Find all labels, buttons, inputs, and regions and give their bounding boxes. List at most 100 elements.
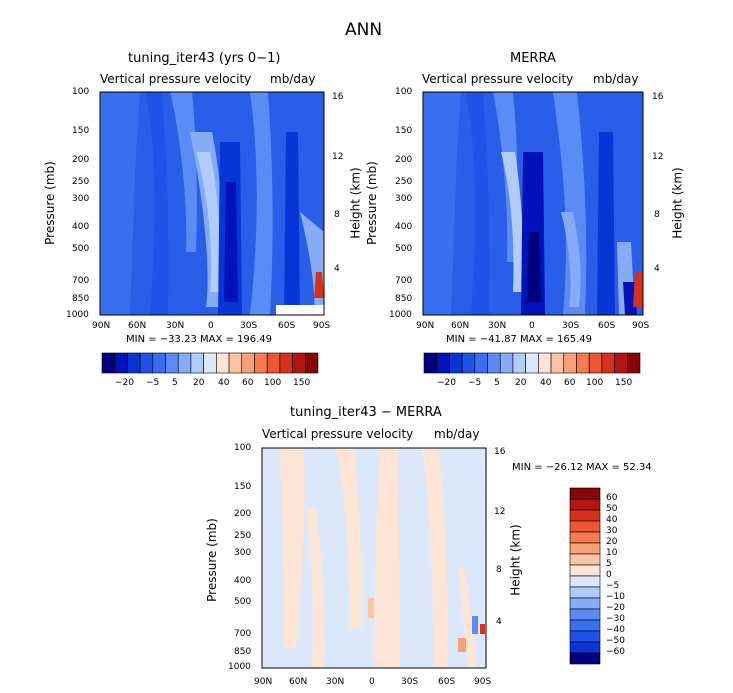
panel1-title: tuning_iter43 (yrs 0−1) [128, 51, 281, 66]
panel3-colorbar-label: −5 [606, 581, 620, 591]
colorbar-swatch [569, 564, 601, 577]
colorbar-swatch [279, 352, 293, 374]
panel2-colorbar-label: 20 [515, 378, 527, 388]
panel2-ytick: 400 [395, 222, 413, 232]
colorbar-swatch [525, 352, 539, 374]
panel2-ytick: 150 [395, 126, 413, 136]
colorbar-swatch [114, 352, 128, 374]
panel2-ytick: 200 [395, 155, 413, 165]
colorbar-swatch [474, 352, 488, 374]
colorbar-swatch [512, 352, 526, 374]
colorbar-swatch [487, 352, 501, 374]
panel1-colorbar-label: 5 [172, 378, 178, 388]
panel3-colorbar-label: 50 [606, 504, 618, 514]
panel3-ytick: 850 [234, 647, 252, 657]
panel1-ytick: 300 [72, 194, 90, 204]
panel1-xtick: 30S [240, 321, 258, 331]
panel2-xtick: 60N [451, 321, 470, 331]
panel2-xtick: 30S [562, 321, 580, 331]
colorbar-swatch [499, 352, 514, 374]
panel2-field [422, 91, 644, 316]
panel2-stats: MIN = −41.87 MAX = 165.49 [446, 334, 593, 345]
panel3-ytick: 200 [234, 509, 252, 519]
colorbar-swatch [241, 352, 255, 374]
colorbar-swatch [165, 352, 179, 374]
panel3-xtick: 90N [254, 677, 273, 687]
panel3-colorbar-label: −30 [606, 614, 625, 624]
panel3-subtitle-left: Vertical pressure velocity [262, 427, 414, 441]
panel1-ytick: 200 [72, 155, 90, 165]
panel2-ytick: 500 [395, 244, 413, 254]
panel3-xtick: 60S [438, 677, 456, 687]
panel1-colorbar-label: 150 [293, 378, 311, 388]
panel2-colorbar-label: 60 [564, 378, 576, 388]
panel3-colorbar [569, 487, 601, 665]
panel2-ytick-right: 8 [654, 210, 660, 220]
panel2-ytick: 250 [395, 177, 413, 187]
colorbar-swatch [569, 531, 601, 544]
panel1-ytick: 250 [72, 177, 90, 187]
panel2-title: MERRA [510, 51, 556, 66]
colorbar-swatch [436, 352, 450, 374]
panel3-xtick: 90S [474, 677, 492, 687]
panel1-xtick: 90S [313, 321, 331, 331]
colorbar-swatch [304, 352, 319, 374]
panel1-ytick-right: 8 [334, 210, 340, 220]
panel3-colorbar-label: 5 [606, 559, 612, 569]
panel2-ytick-right: 16 [652, 92, 664, 102]
panel3-ytick: 250 [234, 531, 252, 541]
panel1-xtick: 30N [166, 321, 185, 331]
colorbar-swatch [569, 520, 601, 533]
panel3-ytick: 100 [234, 443, 252, 453]
panel3-xtick: 60N [289, 677, 308, 687]
panel1-subtitle-right: mb/day [270, 72, 316, 86]
colorbar-swatch [569, 542, 601, 555]
panel1-ytick-right: 16 [332, 92, 344, 102]
colorbar-swatch [461, 352, 476, 374]
panel3-colorbar-label: −20 [606, 603, 625, 613]
panel2-ytick: 300 [395, 194, 413, 204]
panel2-ytick: 850 [395, 294, 413, 304]
colorbar-swatch [569, 630, 601, 643]
colorbar-swatch [569, 553, 601, 566]
panel3-ytick-right: 12 [494, 507, 506, 517]
colorbar-swatch [423, 352, 438, 374]
panel2-ylabel-right: Height (km) [670, 167, 685, 239]
panel1-ytick-right: 4 [334, 264, 340, 274]
colorbar-swatch [190, 352, 204, 374]
panel1-ytick: 100 [72, 87, 90, 97]
panel1-xtick: 0 [208, 321, 214, 331]
panel2-ytick: 100 [395, 87, 413, 97]
colorbar-swatch [254, 352, 268, 374]
panel2-ylabel: Pressure (mb) [364, 161, 379, 245]
panel1-ytick-right: 12 [332, 152, 344, 162]
panel2-colorbar [423, 352, 641, 374]
panel3-xtick: 0 [369, 677, 375, 687]
colorbar-swatch [177, 352, 192, 374]
panel1-ytick: 700 [72, 276, 90, 286]
panel2-ytick-right: 12 [652, 152, 664, 162]
panel3-colorbar-label: 10 [606, 548, 618, 558]
panel2-xtick: 60S [598, 321, 616, 331]
panel3-xtick: 30S [401, 677, 419, 687]
panel1-ytick: 850 [72, 294, 90, 304]
panel3-ytick: 300 [234, 548, 252, 558]
panel3-ylabel-right: Height (km) [508, 524, 523, 596]
panel3-colorbar-label: −10 [606, 592, 625, 602]
panel2-colorbar-label: −5 [468, 378, 482, 388]
colorbar-swatch [569, 487, 601, 500]
panel2-colorbar-label: 100 [586, 378, 604, 388]
panel3-ylabel: Pressure (mb) [204, 518, 219, 602]
colorbar-swatch [101, 352, 116, 374]
panel3-ytick-right: 4 [496, 617, 502, 627]
panel3-ytick: 150 [234, 482, 252, 492]
colorbar-swatch [626, 352, 641, 374]
panel3-ytick: 1000 [228, 662, 251, 672]
colorbar-swatch [569, 575, 601, 588]
panel1-colorbar-label: 60 [242, 378, 254, 388]
colorbar-swatch [228, 352, 243, 374]
panel1-stats: MIN = −33.23 MAX = 196.49 [126, 334, 273, 345]
panel1-ytick: 400 [72, 222, 90, 232]
panel3-colorbar-label: 0 [606, 570, 612, 580]
colorbar-swatch [569, 498, 601, 511]
